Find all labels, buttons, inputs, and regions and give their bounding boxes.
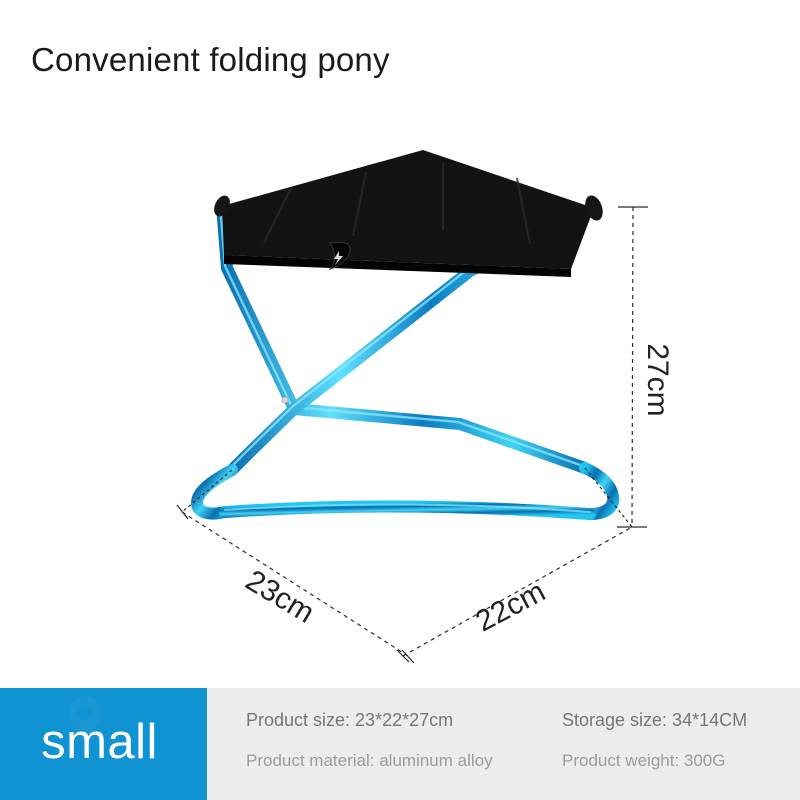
svg-text:27cm: 27cm [641,343,674,416]
svg-text:22cm: 22cm [470,575,550,639]
